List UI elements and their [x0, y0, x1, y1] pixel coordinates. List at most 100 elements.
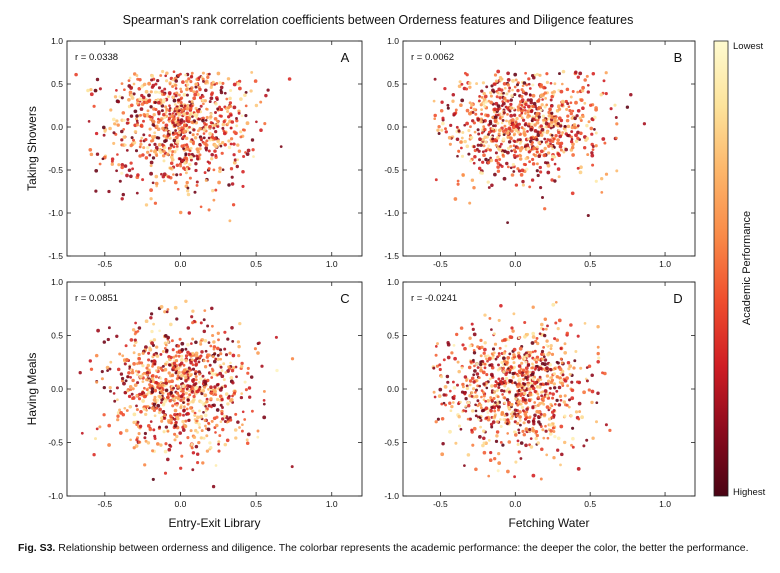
scatter-point: [164, 442, 168, 446]
scatter-point: [549, 344, 553, 348]
scatter-point: [523, 320, 527, 325]
scatter-point: [511, 79, 515, 83]
scatter-point: [550, 144, 553, 148]
scatter-point: [460, 98, 465, 103]
scatter-point: [496, 169, 501, 173]
scatter-point: [625, 105, 630, 109]
scatter-point: [195, 154, 199, 158]
scatter-point: [487, 439, 491, 442]
scatter-point: [179, 87, 183, 91]
scatter-point: [496, 165, 500, 169]
scatter-point: [175, 147, 179, 151]
scatter-point: [169, 143, 174, 147]
scatter-point: [503, 396, 507, 400]
scatter-point: [523, 357, 527, 361]
scatter-point: [185, 180, 189, 185]
scatter-point: [128, 76, 132, 80]
scatter-point: [235, 119, 239, 123]
scatter-point: [432, 366, 436, 370]
scatter-point: [496, 395, 500, 399]
scatter-point: [103, 129, 107, 133]
scatter-point: [191, 337, 195, 341]
scatter-point: [210, 372, 214, 376]
scatter-point: [509, 166, 513, 170]
scatter-point: [586, 83, 590, 87]
scatter-point: [223, 442, 228, 447]
scatter-point: [202, 329, 207, 334]
scatter-point: [214, 357, 218, 361]
scatter-point: [130, 392, 134, 396]
scatter-point: [539, 108, 543, 112]
scatter-point: [528, 93, 532, 96]
scatter-point: [530, 109, 534, 112]
scatter-point: [569, 323, 573, 327]
scatter-point: [560, 452, 564, 457]
scatter-point: [161, 126, 165, 131]
scatter-point: [450, 351, 454, 355]
scatter-point: [558, 367, 563, 371]
scatter-point: [206, 160, 210, 164]
scatter-point: [220, 151, 224, 155]
scatter-point: [178, 431, 182, 435]
scatter-point: [477, 132, 481, 136]
scatter-point: [574, 410, 579, 414]
scatter-point: [228, 219, 232, 223]
scatter-point: [196, 109, 200, 114]
scatter-point: [216, 122, 220, 126]
scatter-point: [189, 406, 193, 410]
scatter-point: [181, 381, 184, 385]
scatter-point: [566, 133, 570, 138]
scatter-point: [142, 113, 146, 117]
scatter-point: [175, 107, 179, 111]
scatter-point: [446, 342, 451, 347]
scatter-point: [174, 103, 177, 106]
scatter-point: [526, 115, 530, 119]
scatter-point: [154, 107, 158, 112]
scatter-point: [525, 167, 529, 171]
x-tick-label: -0.5: [433, 259, 448, 269]
scatter-point: [550, 104, 554, 108]
scatter-point: [550, 415, 554, 419]
scatter-point: [170, 379, 174, 384]
scatter-point: [138, 374, 143, 379]
scatter-point: [163, 413, 167, 418]
scatter-point: [197, 370, 201, 374]
scatter-point: [192, 394, 196, 399]
scatter-point: [211, 324, 214, 328]
scatter-point: [595, 401, 599, 405]
scatter-point: [531, 157, 535, 162]
scatter-point: [521, 84, 525, 88]
scatter-point: [141, 364, 145, 368]
scatter-point: [539, 477, 543, 481]
scatter-point: [125, 121, 130, 125]
scatter-point: [489, 396, 493, 399]
scatter-point: [532, 153, 536, 156]
scatter-point: [541, 114, 546, 119]
scatter-point: [225, 97, 229, 101]
scatter-point: [509, 102, 513, 107]
scatter-point: [486, 180, 490, 184]
scatter-point: [536, 378, 540, 381]
scatter-point: [502, 417, 506, 422]
scatter-point: [506, 146, 511, 150]
scatter-point: [513, 430, 516, 434]
scatter-point: [148, 115, 151, 118]
scatter-point: [570, 130, 574, 134]
scatter-point: [456, 154, 459, 158]
colorbar: Lowest Highest Academic Performance: [713, 40, 766, 498]
scatter-point: [604, 71, 608, 75]
scatter-point: [462, 409, 465, 412]
scatter-point: [533, 401, 537, 404]
scatter-point: [207, 149, 211, 153]
scatter-point: [543, 317, 548, 321]
scatter-point: [550, 375, 554, 379]
scatter-point: [192, 96, 197, 101]
scatter-point: [433, 113, 437, 118]
scatter-point: [522, 409, 525, 412]
scatter-point: [192, 142, 195, 146]
scatter-point: [589, 126, 594, 131]
scatter-point: [566, 102, 570, 106]
scatter-point: [162, 149, 166, 154]
scatter-point: [492, 129, 496, 133]
scatter-point: [216, 71, 221, 76]
